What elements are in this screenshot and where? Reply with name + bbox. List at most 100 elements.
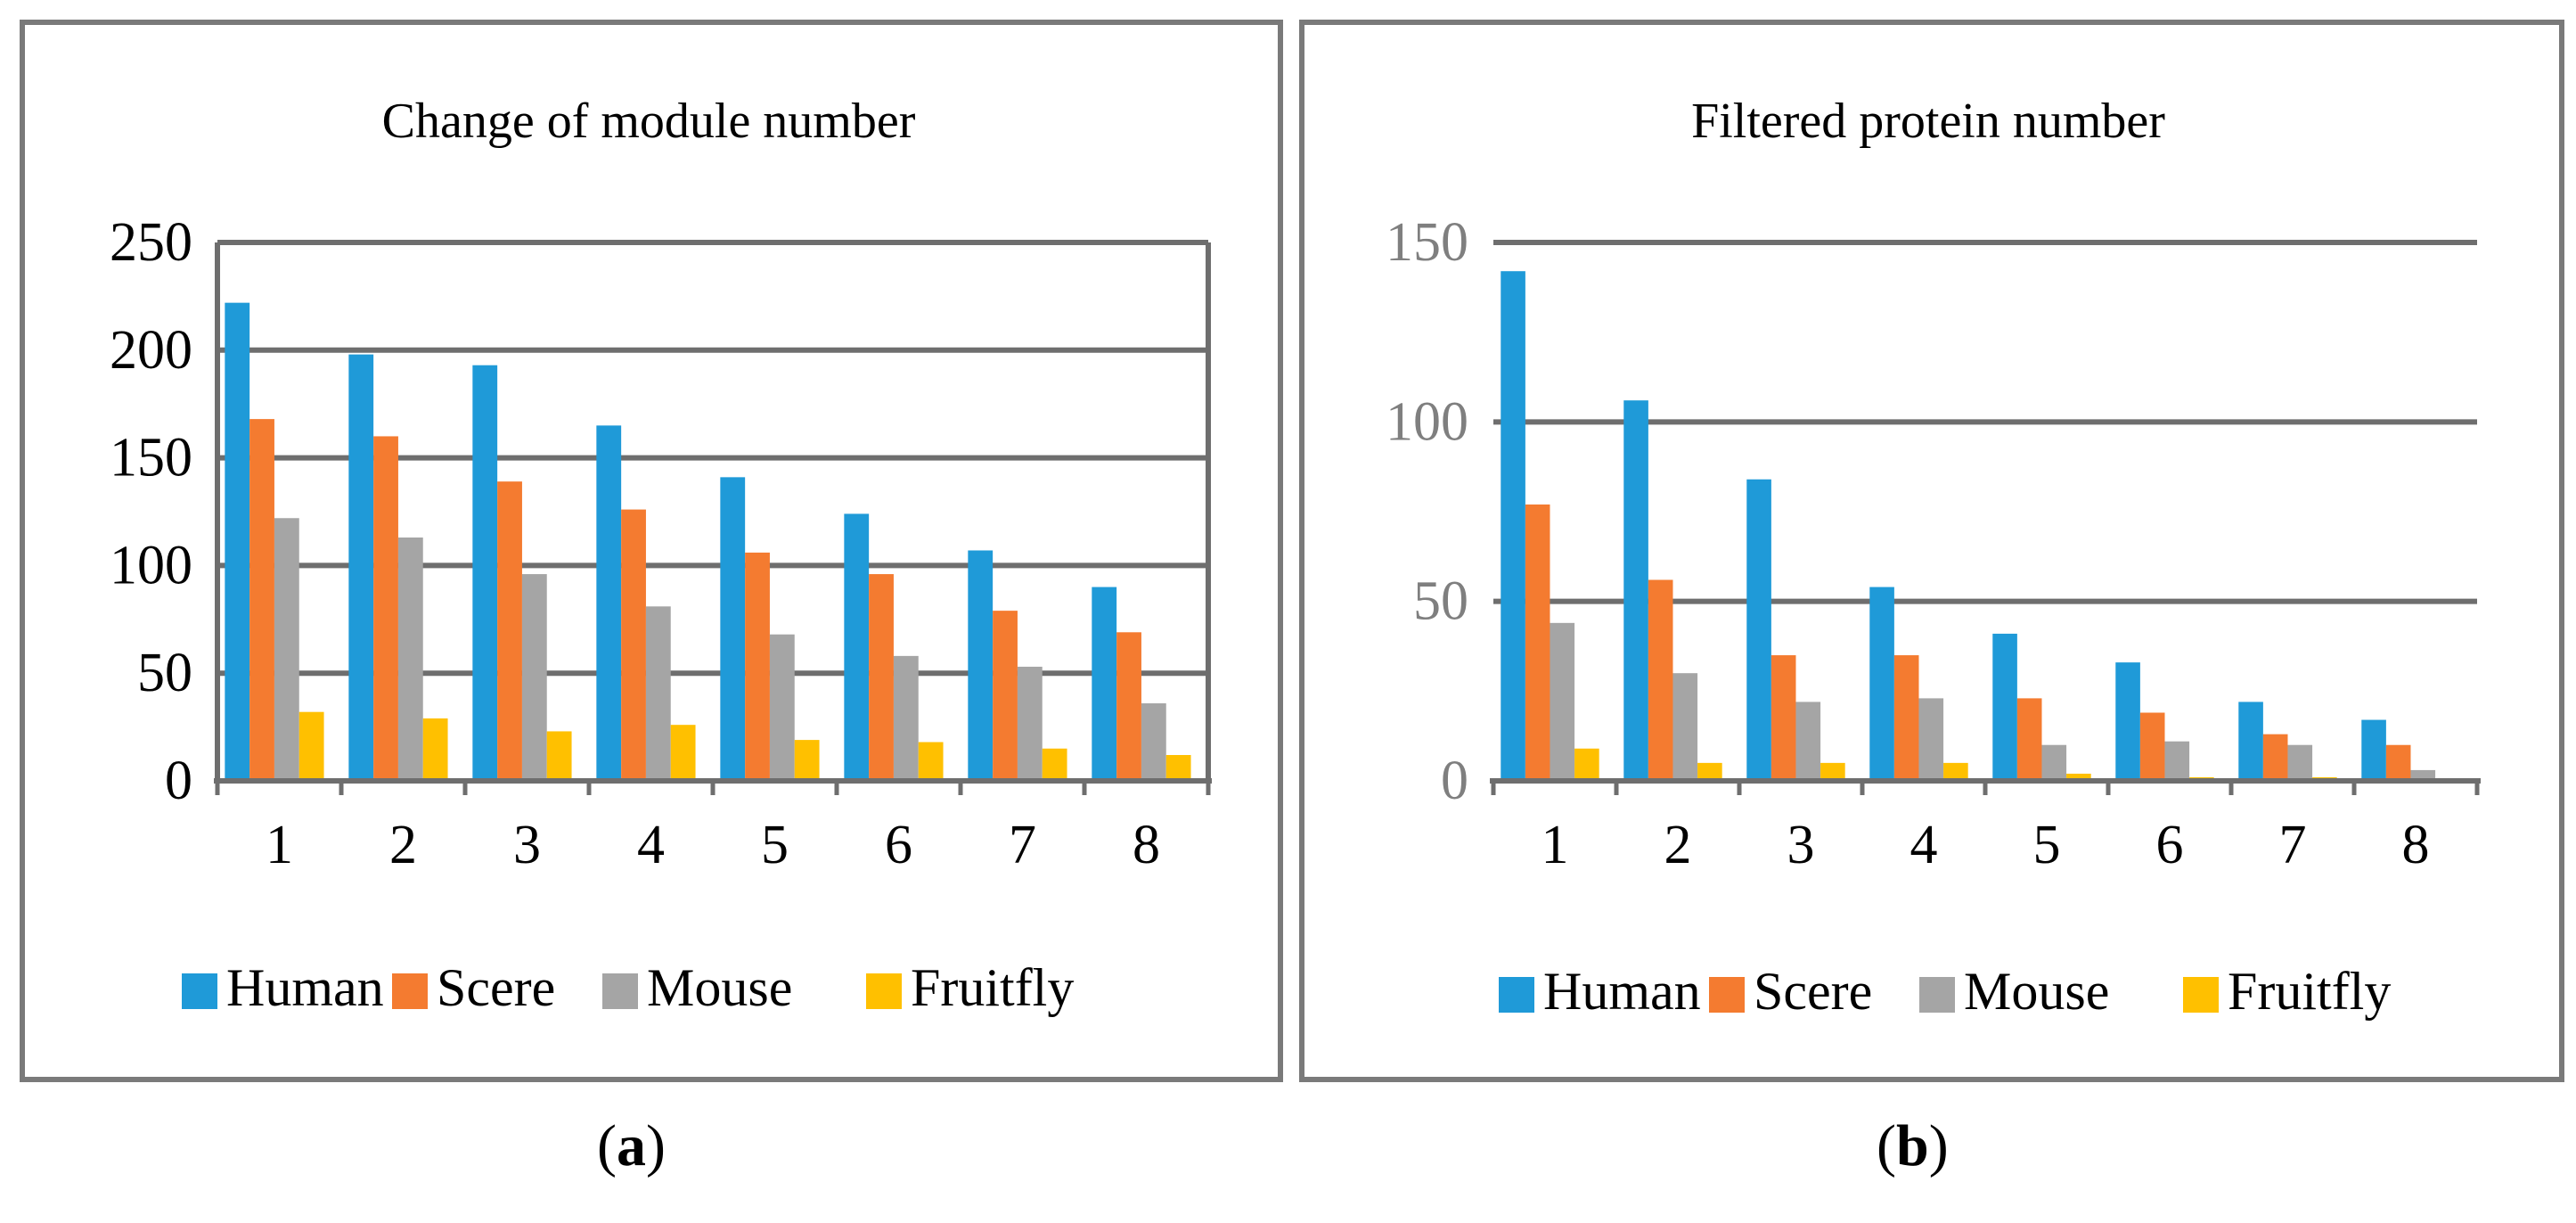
x-tick-label: 4 bbox=[1910, 815, 1938, 875]
legend-swatch-fruitfly bbox=[866, 973, 902, 1009]
bar-scere-6 bbox=[2139, 712, 2165, 781]
bar-scere-1 bbox=[249, 419, 274, 781]
bar-human-3 bbox=[1746, 479, 1771, 781]
bar-mouse-2 bbox=[397, 537, 423, 781]
chart-title: Filtered protein number bbox=[1691, 94, 2165, 149]
bar-human-2 bbox=[348, 354, 374, 781]
legend-label-mouse: Mouse bbox=[647, 958, 792, 1017]
x-tick-label: 8 bbox=[1133, 815, 1160, 875]
x-tick-label: 6 bbox=[885, 815, 912, 875]
bar-mouse-8 bbox=[1141, 703, 1166, 781]
legend-swatch-scere bbox=[1709, 977, 1745, 1013]
bar-fruitfly-2 bbox=[422, 718, 448, 781]
chart-panel-b: Filtered protein number 0 50 100 150 1 2 3 4 5 6 7 8… bbox=[1299, 20, 2564, 1082]
x-tick-label: 4 bbox=[637, 815, 665, 875]
bar-scere-8 bbox=[1116, 632, 1141, 781]
x-tick-label: 5 bbox=[761, 815, 789, 875]
bar-scere-4 bbox=[1893, 655, 1919, 781]
y-tick-label: 150 bbox=[1386, 212, 1468, 273]
bar-fruitfly-4 bbox=[1943, 762, 1968, 781]
y-tick-label: 50 bbox=[137, 643, 192, 703]
bar-human-3 bbox=[472, 365, 498, 781]
chart-b: Filtered protein number 0 50 100 150 1 2 3 4 5 6 7 8… bbox=[1386, 94, 2481, 1021]
legend-label-fruitfly: Fruitfly bbox=[2228, 962, 2391, 1021]
bar-human-1 bbox=[225, 302, 250, 781]
bar-mouse-5 bbox=[2041, 744, 2067, 781]
bar-fruitfly-2 bbox=[1697, 762, 1722, 781]
x-tick-label: 6 bbox=[2156, 815, 2184, 875]
y-tick-label: 250 bbox=[110, 212, 192, 273]
bar-human-4 bbox=[596, 425, 622, 781]
bar-fruitfly-1 bbox=[298, 711, 324, 781]
caption-a-letter: a bbox=[616, 1113, 646, 1178]
bar-human-8 bbox=[1092, 587, 1117, 781]
bar-fruitfly-6 bbox=[918, 742, 944, 781]
x-tick-label: 2 bbox=[1664, 815, 1692, 875]
y-tick-label: 50 bbox=[1413, 571, 1468, 632]
x-tick-label: 1 bbox=[1542, 815, 1569, 875]
y-tick-label: 150 bbox=[110, 428, 192, 488]
bar-fruitfly-8 bbox=[1165, 755, 1191, 781]
legend-label-mouse: Mouse bbox=[1964, 962, 2109, 1021]
bar-human-7 bbox=[968, 550, 994, 781]
x-tick-label: 7 bbox=[2279, 815, 2307, 875]
bar-scere-8 bbox=[2385, 744, 2411, 781]
chart-title: Change of module number bbox=[382, 94, 916, 149]
bar-scere-5 bbox=[2016, 698, 2042, 781]
bar-scere-2 bbox=[373, 436, 398, 781]
caption-b: (b) bbox=[1877, 1113, 1949, 1178]
bar-mouse-6 bbox=[2164, 741, 2190, 781]
bar-scere-5 bbox=[745, 552, 770, 781]
bar-human-5 bbox=[720, 477, 746, 781]
legend-swatch-human bbox=[182, 973, 217, 1009]
bar-mouse-4 bbox=[645, 606, 671, 781]
y-tick-label: 0 bbox=[1441, 751, 1468, 811]
y-tick-label: 0 bbox=[165, 751, 192, 811]
legend-swatch-mouse bbox=[1919, 977, 1955, 1013]
legend-swatch-mouse bbox=[602, 973, 638, 1009]
bar-scere-2 bbox=[1648, 579, 1673, 781]
x-tick-label: 7 bbox=[1009, 815, 1036, 875]
x-tick-label: 8 bbox=[2402, 815, 2430, 875]
legend-swatch-human bbox=[1499, 977, 1534, 1013]
bar-mouse-8 bbox=[2410, 769, 2436, 781]
bar-human-1 bbox=[1501, 271, 1525, 781]
bar-human-2 bbox=[1623, 400, 1648, 781]
bar-mouse-3 bbox=[1795, 702, 1821, 781]
y-tick-label: 100 bbox=[110, 535, 192, 595]
legend-swatch-fruitfly bbox=[2183, 977, 2219, 1013]
caption-b-letter: b bbox=[1895, 1113, 1929, 1178]
x-tick-label: 5 bbox=[2033, 815, 2061, 875]
bar-mouse-3 bbox=[521, 574, 547, 781]
bar-human-5 bbox=[1992, 633, 2017, 781]
bar-fruitfly-5 bbox=[2066, 773, 2091, 781]
legend-label-human: Human bbox=[1543, 962, 1701, 1021]
y-tick-label: 200 bbox=[110, 320, 192, 381]
bar-mouse-4 bbox=[1918, 698, 1944, 781]
legend-label-scere: Scere bbox=[437, 958, 555, 1017]
bar-fruitfly-5 bbox=[794, 740, 820, 781]
bar-scere-7 bbox=[993, 611, 1018, 781]
x-tick-label: 2 bbox=[389, 815, 417, 875]
bar-fruitfly-1 bbox=[1574, 748, 1599, 781]
x-tick-label: 3 bbox=[1787, 815, 1815, 875]
bar-scere-6 bbox=[869, 574, 894, 781]
bar-mouse-6 bbox=[893, 655, 919, 781]
caption-a: (a) bbox=[597, 1113, 666, 1178]
x-tick-label: 3 bbox=[513, 815, 541, 875]
bar-scere-1 bbox=[1525, 504, 1550, 781]
bar-mouse-7 bbox=[1017, 666, 1043, 781]
bar-mouse-5 bbox=[769, 634, 795, 781]
bar-human-6 bbox=[2115, 662, 2140, 781]
bar-scere-3 bbox=[497, 481, 522, 781]
legend-label-scere: Scere bbox=[1754, 962, 1872, 1021]
legend-label-human: Human bbox=[226, 958, 384, 1017]
chart-panel-a: Change of module number 0 50 100 150 200 250 1 2… bbox=[20, 20, 1283, 1082]
bar-fruitfly-4 bbox=[670, 725, 696, 781]
bar-scere-7 bbox=[2262, 734, 2288, 781]
bar-fruitfly-3 bbox=[546, 731, 572, 781]
bar-human-8 bbox=[2361, 719, 2386, 781]
bar-human-4 bbox=[1869, 587, 1894, 781]
bar-human-6 bbox=[844, 513, 870, 781]
bar-fruitfly-7 bbox=[1042, 748, 1067, 781]
